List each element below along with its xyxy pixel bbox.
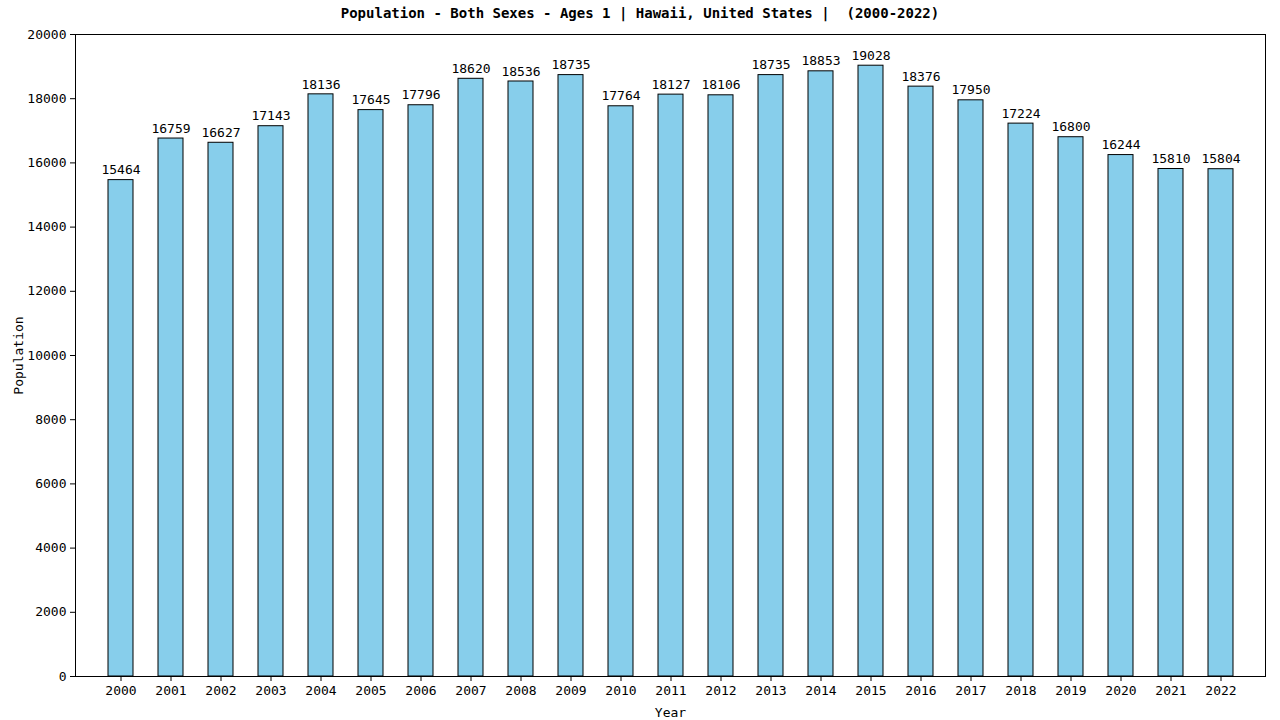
svg-text:16627: 16627 [201, 125, 240, 140]
svg-text:18536: 18536 [501, 64, 540, 79]
svg-text:18106: 18106 [701, 77, 740, 92]
svg-text:2016: 2016 [905, 683, 936, 698]
svg-text:2018: 2018 [1005, 683, 1036, 698]
svg-text:2009: 2009 [555, 683, 586, 698]
svg-text:10000: 10000 [27, 348, 66, 363]
svg-text:2005: 2005 [355, 683, 386, 698]
svg-text:8000: 8000 [35, 412, 66, 427]
svg-text:19028: 19028 [851, 48, 890, 63]
svg-text:2002: 2002 [205, 683, 236, 698]
svg-text:2017: 2017 [955, 683, 986, 698]
svg-text:18620: 18620 [451, 61, 490, 76]
svg-text:20000: 20000 [27, 27, 66, 42]
svg-text:2011: 2011 [655, 683, 686, 698]
svg-text:18127: 18127 [651, 77, 690, 92]
svg-text:18000: 18000 [27, 91, 66, 106]
svg-text:17645: 17645 [351, 92, 390, 107]
svg-text:16800: 16800 [1051, 119, 1090, 134]
svg-text:17764: 17764 [601, 88, 640, 103]
html-text:Population - Both Sexes - Ages: Population - Both Sexes - Ages 1 | Hawai… [340, 5, 940, 21]
svg-text:2014: 2014 [805, 683, 836, 698]
svg-text:2007: 2007 [455, 683, 486, 698]
svg-text:2000: 2000 [105, 683, 136, 698]
svg-text:16000: 16000 [27, 155, 66, 170]
svg-text:2004: 2004 [305, 683, 336, 698]
svg-text:15804: 15804 [1201, 151, 1240, 166]
svg-text:17950: 17950 [951, 82, 990, 97]
svg-text:2015: 2015 [855, 683, 886, 698]
svg-text:12000: 12000 [27, 283, 66, 298]
svg-text:18376: 18376 [901, 69, 940, 84]
svg-text:4000: 4000 [35, 540, 66, 555]
svg-text:17224: 17224 [1001, 106, 1040, 121]
svg-text:6000: 6000 [35, 476, 66, 491]
svg-text:Year: Year [655, 705, 686, 720]
svg-text:2020: 2020 [1105, 683, 1136, 698]
svg-text:2000: 2000 [35, 604, 66, 619]
svg-text:2019: 2019 [1055, 683, 1086, 698]
svg-text:15464: 15464 [101, 162, 140, 177]
svg-text:17796: 17796 [401, 87, 440, 102]
svg-text:15810: 15810 [1151, 151, 1190, 166]
svg-text:18136: 18136 [301, 76, 340, 91]
svg-text:14000: 14000 [27, 219, 66, 234]
svg-text:2003: 2003 [255, 683, 286, 698]
svg-text:17143: 17143 [251, 108, 290, 123]
svg-text:2022: 2022 [1205, 683, 1236, 698]
svg-text:16759: 16759 [151, 121, 190, 136]
svg-text:18853: 18853 [801, 53, 840, 68]
svg-text:2021: 2021 [1155, 683, 1186, 698]
svg-text:2008: 2008 [505, 683, 536, 698]
svg-text:18735: 18735 [751, 57, 790, 72]
svg-text:0: 0 [59, 669, 67, 684]
svg-text:16244: 16244 [1101, 137, 1140, 152]
svg-text:18735: 18735 [551, 57, 590, 72]
svg-text:2010: 2010 [605, 683, 636, 698]
svg-text:Population: Population [11, 316, 26, 394]
svg-text:2013: 2013 [755, 683, 786, 698]
svg-text:2001: 2001 [155, 683, 186, 698]
svg-text:2006: 2006 [405, 683, 436, 698]
svg-text:2012: 2012 [705, 683, 736, 698]
